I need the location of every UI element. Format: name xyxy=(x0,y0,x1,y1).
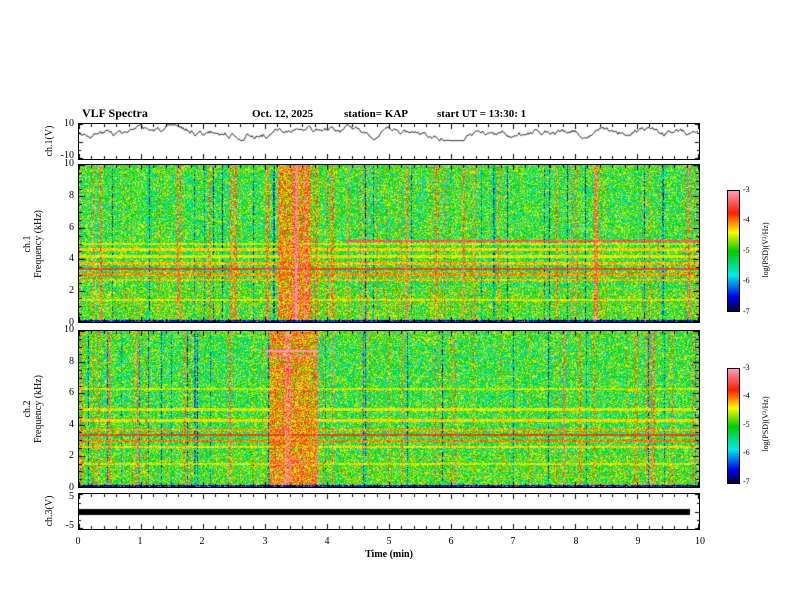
ch2-spec-axis-label-line2: Frequency (kHz) xyxy=(33,374,44,444)
ch2-spec-ytick: 8 xyxy=(69,356,74,367)
ch3-ytick: -5 xyxy=(65,520,74,531)
ch1-waveform-canvas xyxy=(79,124,699,159)
ch1-spec-axis-label-line1: ch.1 xyxy=(22,235,33,253)
figure-title: VLF Spectra xyxy=(82,106,148,120)
ch2-spectrogram-canvas xyxy=(79,331,699,487)
x-axis-label: Time (min) xyxy=(365,549,413,560)
ch2-spec-axis-label: ch.2 Frequency (kHz) xyxy=(22,349,46,469)
ch3-wave-axis-label: ch.3(V) xyxy=(44,495,55,527)
cbar1-tick: -3 xyxy=(743,185,750,194)
cbar2-tick: -4 xyxy=(743,391,750,400)
ch1-spec-axis-label-line2: Frequency (kHz) xyxy=(33,209,44,279)
ch1-spec-ytick: 8 xyxy=(69,190,74,201)
ch2-spectrogram-panel xyxy=(78,330,700,488)
ch1-spec-ytick: 6 xyxy=(69,222,74,233)
cbar2-axis-label: log(PSD)(V²/Hz) xyxy=(761,396,770,452)
colorbar-2-canvas xyxy=(728,369,739,483)
cbar1-tick: -6 xyxy=(743,276,750,285)
ch2-spec-ytick: 6 xyxy=(69,387,74,398)
colorbar-1-canvas xyxy=(728,191,739,311)
header-date: Oct. 12, 2025 xyxy=(252,108,314,120)
cbar2-tick: -6 xyxy=(743,448,750,457)
ch3-ytick: 5 xyxy=(69,491,74,502)
cbar1-axis-label: log(PSD)(V²/Hz) xyxy=(761,222,770,278)
x-tick: 1 xyxy=(137,536,143,547)
ch1-waveform-panel xyxy=(78,123,700,160)
x-tick: 3 xyxy=(262,536,268,547)
ch1-spec-ytick: 4 xyxy=(69,253,74,264)
x-tick: 2 xyxy=(199,536,205,547)
colorbar-2 xyxy=(727,368,740,484)
cbar2-tick: -7 xyxy=(743,477,750,486)
ch2-spec-ytick: 4 xyxy=(69,419,74,430)
ch1-spec-ytick: 2 xyxy=(69,285,74,296)
ch1-wave-ytick: 10 xyxy=(64,118,74,129)
x-tick: 9 xyxy=(635,536,641,547)
x-tick: 10 xyxy=(695,536,705,547)
cbar1-tick: -5 xyxy=(743,246,750,255)
x-tick: 4 xyxy=(324,536,330,547)
cbar1-tick: -7 xyxy=(743,307,750,316)
header-start-ut: start UT = 13:30: 1 xyxy=(437,108,527,120)
cbar2-tick: -3 xyxy=(743,363,750,372)
x-tick: 7 xyxy=(510,536,516,547)
ch2-spec-ytick: 0 xyxy=(69,482,74,493)
cbar2-tick: -5 xyxy=(743,420,750,429)
x-tick: 5 xyxy=(386,536,392,547)
ch2-spec-ytick: 10 xyxy=(64,324,74,335)
colorbar-1 xyxy=(727,190,740,312)
ch1-spectrogram-panel xyxy=(78,164,700,323)
ch1-wave-axis-label: ch.1(V) xyxy=(44,125,55,157)
x-tick: 6 xyxy=(448,536,454,547)
ch3-waveform-panel xyxy=(78,493,700,530)
x-tick: 8 xyxy=(573,536,579,547)
ch1-spec-ytick: 0 xyxy=(69,317,74,328)
ch1-spectrogram-canvas xyxy=(79,165,699,322)
ch3-waveform-canvas xyxy=(79,494,699,529)
ch1-spec-ytick: 10 xyxy=(64,158,74,169)
ch1-spec-axis-label: ch.1 Frequency (kHz) xyxy=(22,184,46,304)
ch1-wave-ytick: -10 xyxy=(60,150,74,161)
header-station: station= KAP xyxy=(344,108,409,120)
ch2-spec-axis-label-line1: ch.2 xyxy=(22,400,33,418)
x-tick: 0 xyxy=(75,536,81,547)
cbar1-tick: -4 xyxy=(743,215,750,224)
ch2-spec-ytick: 2 xyxy=(69,450,74,461)
